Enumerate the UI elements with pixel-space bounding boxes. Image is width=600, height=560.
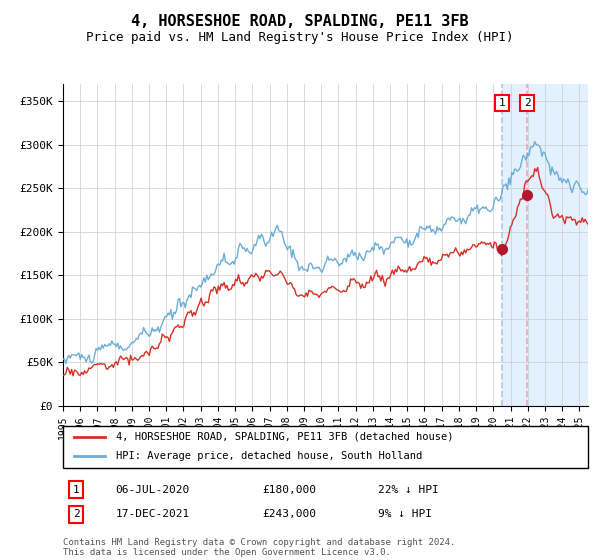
Text: HPI: Average price, detached house, South Holland: HPI: Average price, detached house, Sout… xyxy=(115,451,422,461)
Text: 17-DEC-2021: 17-DEC-2021 xyxy=(115,509,190,519)
Text: 2: 2 xyxy=(524,98,530,108)
Bar xyxy=(502,84,588,406)
Text: 06-JUL-2020: 06-JUL-2020 xyxy=(115,484,190,494)
Text: £243,000: £243,000 xyxy=(263,509,317,519)
Text: 9% ↓ HPI: 9% ↓ HPI xyxy=(378,509,432,519)
Text: 4, HORSESHOE ROAD, SPALDING, PE11 3FB: 4, HORSESHOE ROAD, SPALDING, PE11 3FB xyxy=(131,14,469,29)
Text: Contains HM Land Registry data © Crown copyright and database right 2024.
This d: Contains HM Land Registry data © Crown c… xyxy=(63,538,455,557)
Text: Price paid vs. HM Land Registry's House Price Index (HPI): Price paid vs. HM Land Registry's House … xyxy=(86,31,514,44)
Text: £180,000: £180,000 xyxy=(263,484,317,494)
Text: 2: 2 xyxy=(73,509,79,519)
FancyBboxPatch shape xyxy=(63,426,588,468)
Text: 1: 1 xyxy=(499,98,505,108)
Text: 4, HORSESHOE ROAD, SPALDING, PE11 3FB (detached house): 4, HORSESHOE ROAD, SPALDING, PE11 3FB (d… xyxy=(115,432,453,442)
Text: 1: 1 xyxy=(73,484,79,494)
Text: 22% ↓ HPI: 22% ↓ HPI xyxy=(378,484,439,494)
